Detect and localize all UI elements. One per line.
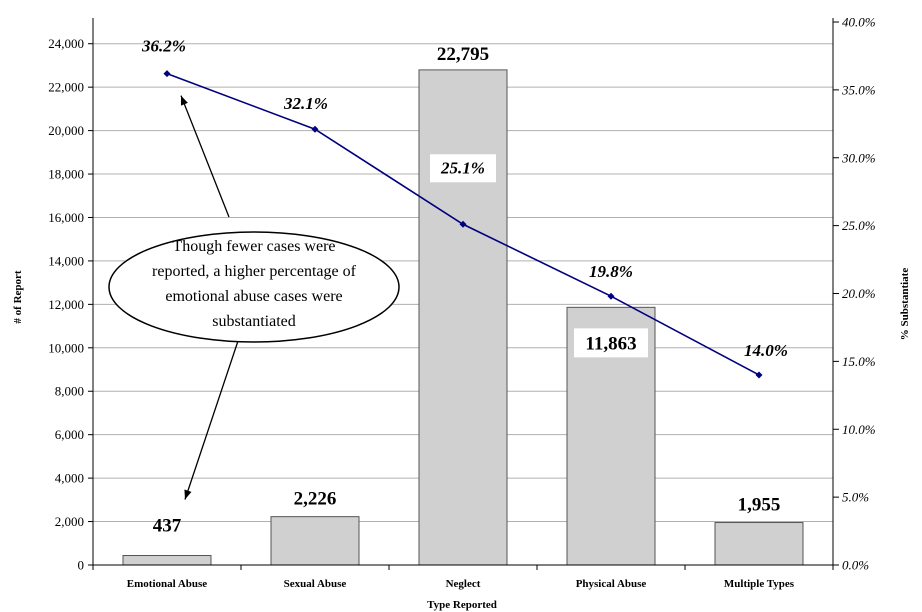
left-tick-label: 6,000 <box>55 427 84 442</box>
bar <box>714 522 804 566</box>
bar-label-bg <box>574 328 648 358</box>
axes <box>92 18 834 566</box>
bar-value-label: 11,863 <box>585 333 636 354</box>
left-tick-label: 8,000 <box>55 384 84 399</box>
right-tick-label: 15.0% <box>842 354 876 369</box>
left-tick-label: 12,000 <box>48 297 84 312</box>
annotation-arrowhead <box>180 95 188 106</box>
annotation-arrow <box>184 328 243 500</box>
bar-value-labels: 437 2,226 22,795 11,863 1,955 <box>153 44 781 537</box>
right-tick-label: 30.0% <box>841 150 876 165</box>
right-tick-label: 40.0% <box>842 15 876 30</box>
percent-marker <box>755 371 763 379</box>
right-axis-ticks: 0.0% 5.0% 10.0% 15.0% 20.0% 25.0% 30.0% 35.0% 40… <box>833 15 876 573</box>
right-tick-label: 25.0% <box>842 218 876 233</box>
percent-line <box>163 70 763 379</box>
percent-label: 25.1% <box>440 158 485 177</box>
bar <box>418 69 508 566</box>
right-tick-label: 10.0% <box>842 422 876 437</box>
percent-label: 36.2% <box>141 37 186 56</box>
left-tick-label: 16,000 <box>48 210 84 225</box>
percent-label: 14.0% <box>744 341 788 360</box>
bar-value-label: 437 <box>153 516 182 537</box>
y-axis-title: # of Report <box>12 270 24 323</box>
percent-label: 19.8% <box>589 262 633 281</box>
left-axis-ticks: 0 2,000 4,000 6,000 8,000 10,000 12,000 14,000 1… <box>48 36 93 573</box>
annotation-text-line: Though fewer cases were <box>172 238 335 255</box>
bar-value-label: 1,955 <box>738 495 781 516</box>
left-tick-label: 18,000 <box>48 167 84 182</box>
right-tick-label: 0.0% <box>842 558 869 573</box>
category-label: Neglect <box>446 578 481 590</box>
percent-marker <box>311 125 319 133</box>
left-tick-label: 24,000 <box>48 36 84 51</box>
category-label: Emotional Abuse <box>127 578 207 590</box>
category-label: Physical Abuse <box>576 578 647 590</box>
percent-marker <box>459 220 467 228</box>
right-tick-label: 20.0% <box>842 286 876 301</box>
left-tick-label: 4,000 <box>55 471 84 486</box>
left-tick-label: 2,000 <box>55 514 84 529</box>
right-tick-label: 5.0% <box>842 490 869 505</box>
bar <box>270 516 360 566</box>
x-axis-title: Type Reported <box>427 599 497 611</box>
left-tick-label: 0 <box>78 558 85 573</box>
annotation-text-line: substantiated <box>212 313 296 330</box>
annotation: Though fewer cases were reported, a highe… <box>108 95 400 500</box>
percent-label-bg <box>430 154 496 183</box>
category-labels: Emotional Abuse Sexual Abuse Neglect Physic… <box>92 565 834 590</box>
left-tick-label: 20,000 <box>48 123 84 138</box>
percent-marker <box>163 70 171 78</box>
annotation-arrowhead <box>184 489 192 500</box>
percent-marker <box>607 292 615 300</box>
left-tick-label: 22,000 <box>48 80 84 95</box>
category-label: Sexual Abuse <box>284 578 347 590</box>
annotation-arrow <box>180 95 230 218</box>
bar <box>122 555 212 566</box>
left-tick-label: 10,000 <box>48 340 84 355</box>
bar-value-label: 22,795 <box>437 44 489 65</box>
annotation-text-line: reported, a higher percentage of <box>152 263 357 280</box>
percent-labels: 36.2% 32.1% 25.1% 19.8% 14.0% <box>141 37 788 360</box>
left-tick-label: 14,000 <box>48 253 84 268</box>
bar-value-label: 2,226 <box>294 489 337 510</box>
annotation-ellipse <box>108 231 400 343</box>
annotation-text-line: emotional abuse cases were <box>165 288 342 305</box>
right-tick-label: 35.0% <box>841 82 876 97</box>
y2-axis-title: % Substantiate <box>899 268 911 341</box>
category-label: Multiple Types <box>724 578 795 590</box>
percent-label: 32.1% <box>283 94 328 113</box>
